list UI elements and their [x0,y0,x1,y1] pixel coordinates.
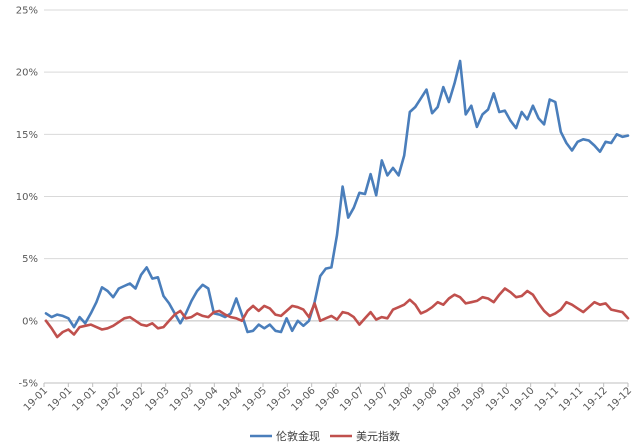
x-tick-label: 19-04 [216,385,244,413]
y-tick-label: 25% [16,6,38,17]
x-tick-label: 19-10 [484,385,512,413]
x-tick-label: 19-02 [95,385,123,413]
x-tick-label: 19-03 [168,385,196,413]
x-tick-label: 19-07 [362,385,390,413]
legend: 伦敦金现 美元指数 [250,429,400,443]
series-lines [44,59,630,339]
x-tick-label: 19-08 [387,385,415,413]
x-tick-label: 19-09 [435,385,463,413]
x-tick-label: 19-12 [606,385,634,413]
series-line-0 [44,59,630,334]
y-tick-label: -5% [19,379,38,390]
x-tick-label: 19-11 [533,385,561,413]
x-tick-label: 19-01 [46,385,74,413]
legend-label: 伦敦金现 [276,429,320,443]
x-tick-label: 19-01 [22,385,50,413]
y-axis-ticks: -5% 0% 5% 10% 15% 20% 25% [16,6,38,390]
legend-label: 美元指数 [356,429,400,443]
x-tick-label: 19-05 [265,385,293,413]
y-tick-label: 0% [22,316,38,327]
y-tick-label: 5% [22,254,38,265]
x-tick-label: 19-04 [192,385,220,413]
x-tick-label: 19-11 [557,385,585,413]
x-tick-label: 19-05 [241,385,269,413]
x-tick-label: 19-01 [70,385,98,413]
x-tick-label: 19-07 [338,385,366,413]
y-tick-label: 10% [16,192,38,203]
x-tick-label: 19-06 [289,385,317,413]
x-tick-label: 19-10 [508,385,536,413]
x-tick-label: 19-09 [460,385,488,413]
x-tick-label: 19-06 [314,385,342,413]
x-tick-label: 19-02 [119,385,147,413]
series-line-1 [44,287,630,339]
x-tick-label: 19-08 [411,385,439,413]
gridlines [44,9,628,384]
x-axis-ticks: 19-0119-0119-0119-0219-0219-0319-0319-04… [22,383,634,414]
y-tick-label: 15% [16,130,38,141]
x-tick-label: 19-03 [143,385,171,413]
x-tick-label: 19-12 [581,385,609,413]
y-tick-label: 20% [16,68,38,79]
